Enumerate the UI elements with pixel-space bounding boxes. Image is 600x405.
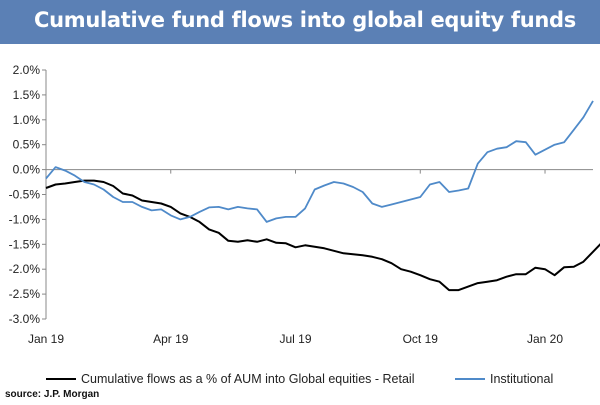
y-axis: 2.0% 1.5% 1.0% 0.5% 0.0% -0.5% -1.0% -1.5% -2.0%… bbox=[9, 63, 47, 326]
retail-series-line bbox=[45, 179, 600, 292]
y-tick-label: 2.0% bbox=[13, 63, 41, 77]
y-tick-label: 1.0% bbox=[13, 113, 41, 127]
x-tick-label: Apr 19 bbox=[153, 332, 189, 346]
chart-title-bar: Cumulative fund flows into global equity… bbox=[0, 0, 600, 44]
x-tick-label: Oct 19 bbox=[403, 332, 439, 346]
y-tick-label: -1.5% bbox=[9, 237, 41, 251]
institutional-series-line bbox=[45, 100, 594, 223]
line-chart: 2.0% 1.5% 1.0% 0.5% 0.0% -0.5% -1.0% -1.5% -2.0%… bbox=[9, 63, 600, 386]
x-tick-label: Jan 20 bbox=[527, 332, 563, 346]
y-tick-label: -2.0% bbox=[9, 262, 41, 276]
series-lines bbox=[45, 100, 600, 292]
legend: Cumulative flows as a % of AUM into Glob… bbox=[46, 372, 553, 386]
y-tick-label: 0.0% bbox=[13, 163, 41, 177]
chart-title: Cumulative fund flows into global equity… bbox=[34, 8, 576, 32]
y-tick-label: 0.5% bbox=[13, 138, 41, 152]
legend-label-institutional: Institutional bbox=[490, 372, 553, 386]
y-tick-label: -0.5% bbox=[9, 188, 41, 202]
source-note: source: J.P. Morgan bbox=[5, 389, 100, 400]
y-tick-label: -3.0% bbox=[9, 312, 41, 326]
x-tick-label: Jul 19 bbox=[279, 332, 311, 346]
x-axis: Jan 19 Apr 19 Jul 19 Oct 19 Jan 20 bbox=[28, 169, 593, 346]
x-tick-label: Jan 19 bbox=[28, 332, 64, 346]
y-tick-label: -1.0% bbox=[9, 212, 41, 226]
y-tick-label: 1.5% bbox=[13, 88, 41, 102]
y-tick-label: -2.5% bbox=[9, 287, 41, 301]
legend-label-retail: Cumulative flows as a % of AUM into Glob… bbox=[81, 372, 414, 386]
